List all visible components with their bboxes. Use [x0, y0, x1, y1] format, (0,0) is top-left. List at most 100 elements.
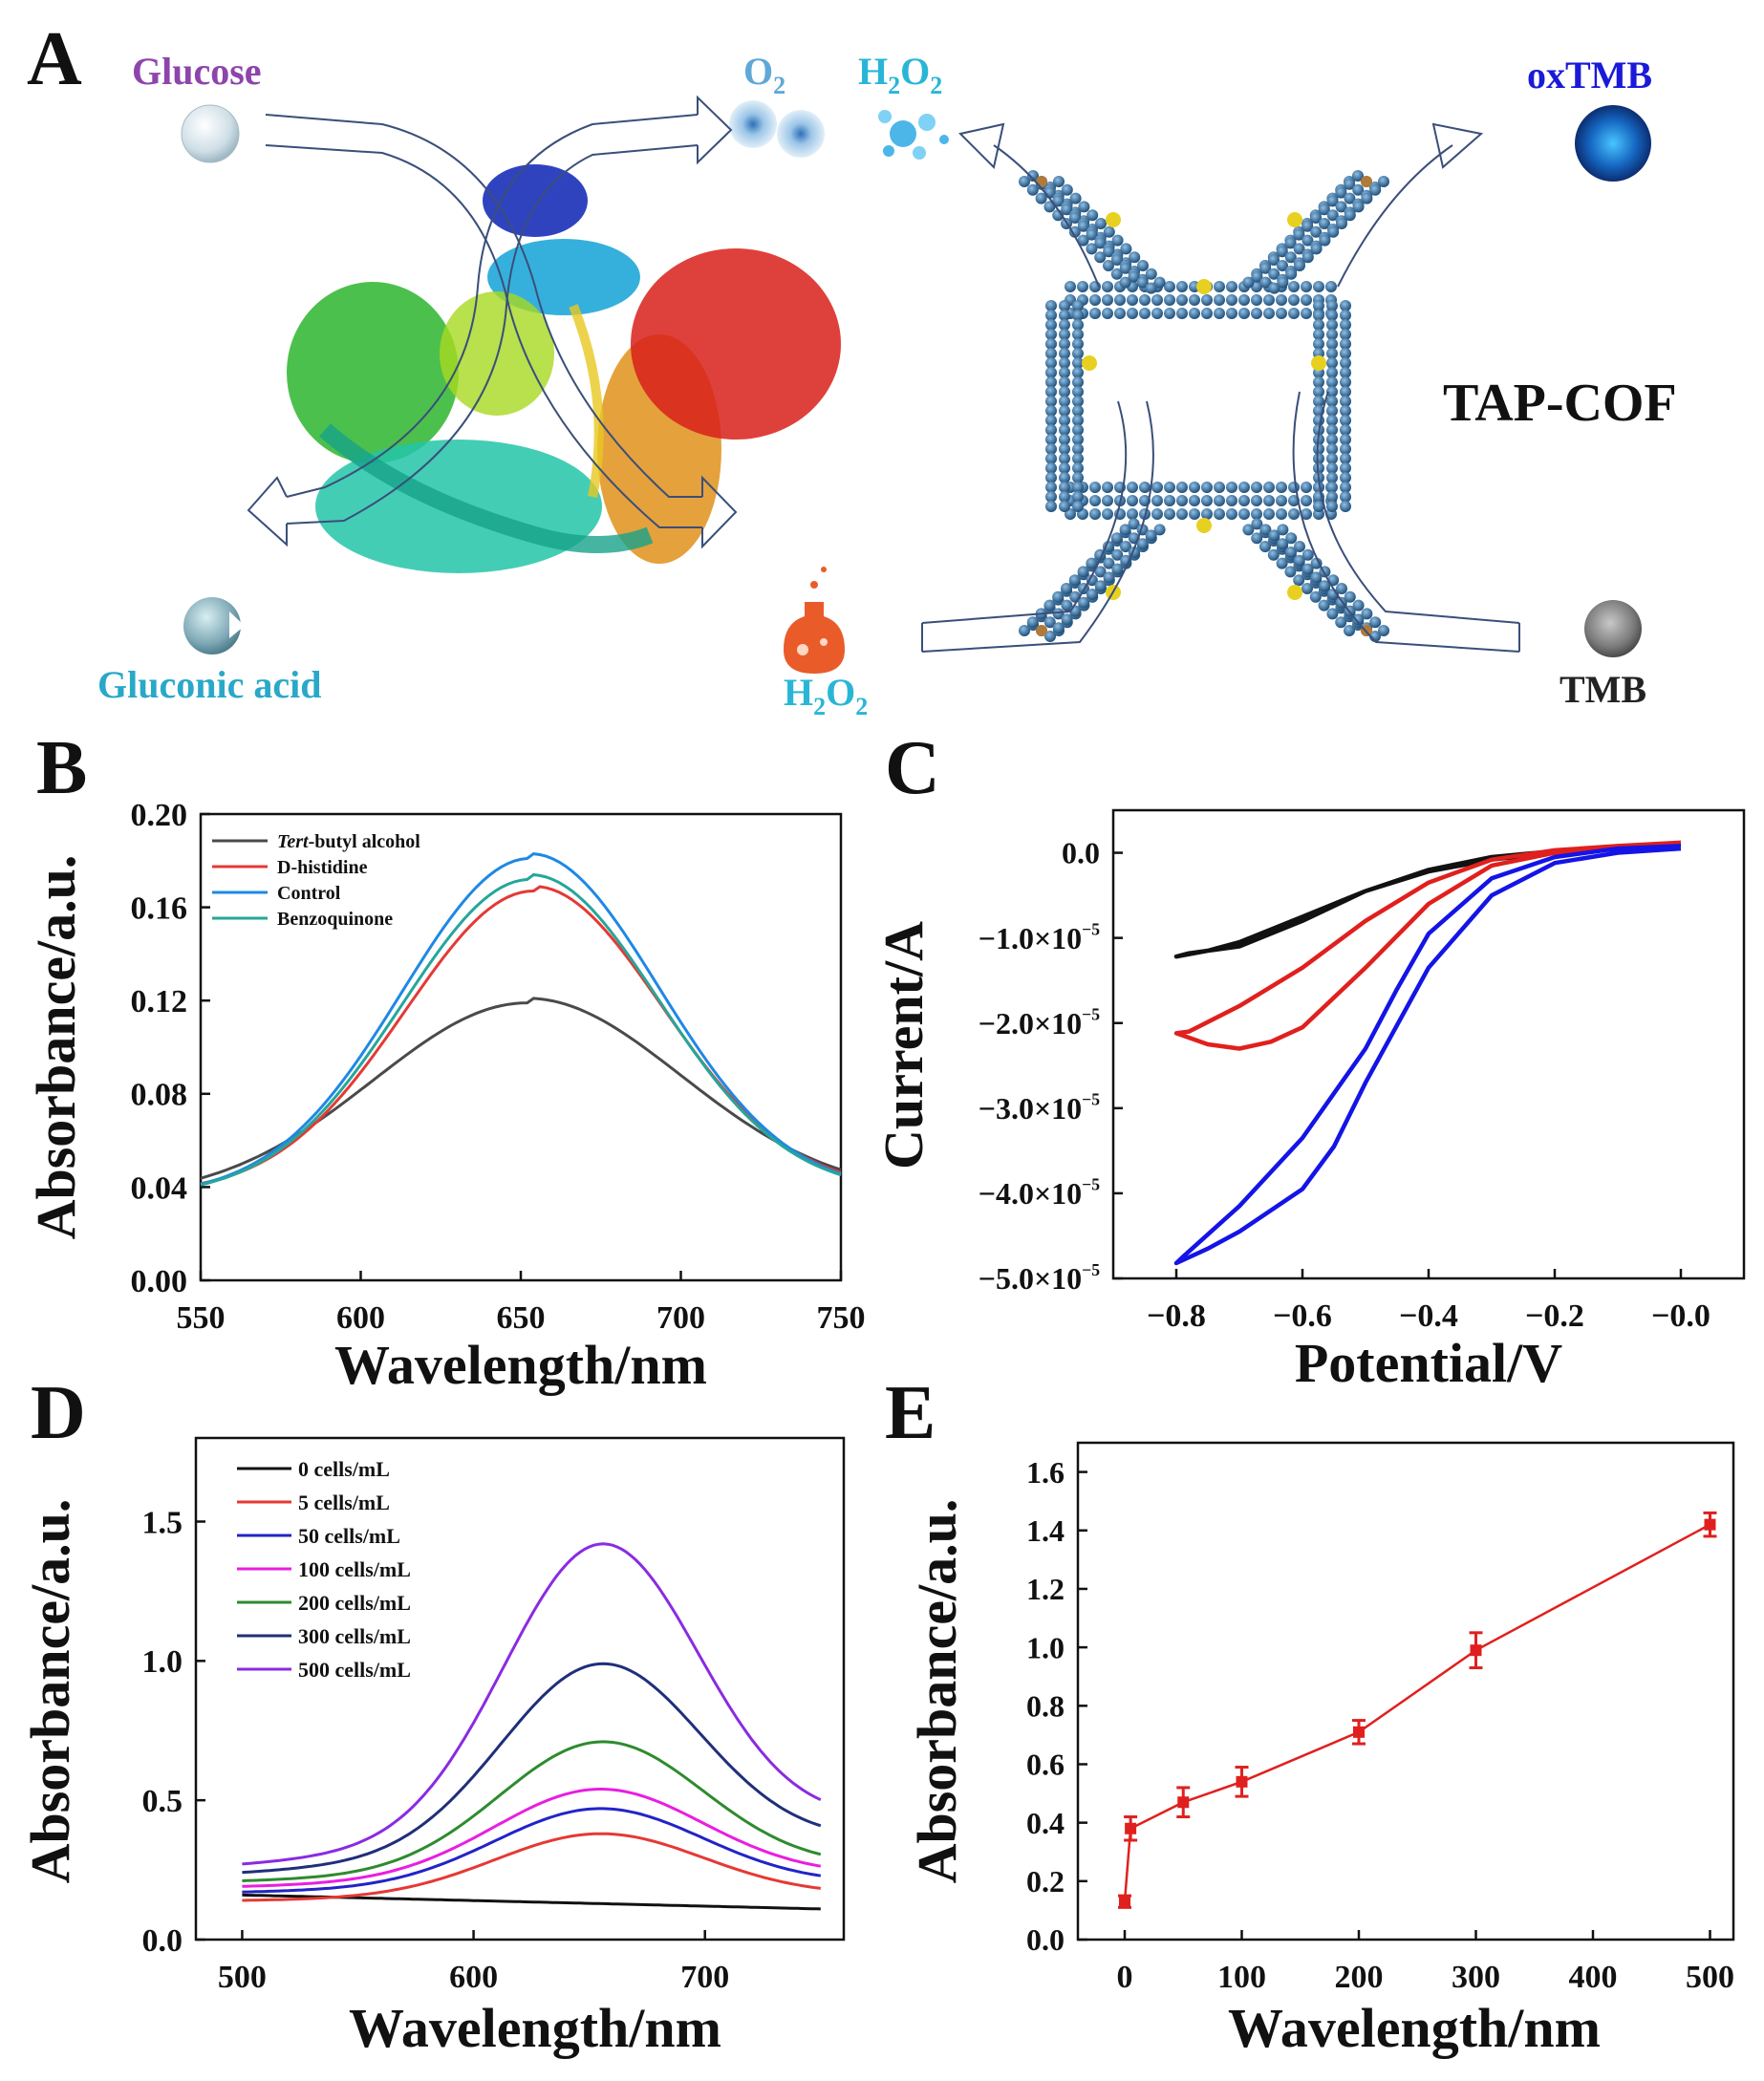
oxtmb-sphere-icon [1575, 105, 1651, 182]
cof-node [1086, 574, 1098, 587]
cof-node [1369, 616, 1382, 629]
cof-node [1145, 282, 1157, 294]
cof-node [1086, 589, 1098, 600]
cof-node [1111, 234, 1124, 247]
cof-accent-node [1082, 355, 1097, 371]
cof-node [1313, 338, 1324, 350]
cof-node [1276, 294, 1287, 306]
cof-node [1103, 557, 1115, 569]
glucose-sphere-icon [181, 104, 240, 163]
cof-node [1310, 212, 1322, 224]
cof-node [1293, 554, 1305, 567]
cof-node [1326, 405, 1338, 417]
panel-b-ytick-label: 0.00 [131, 1264, 188, 1299]
cof-node [1214, 281, 1225, 292]
cof-node [1226, 281, 1237, 292]
cof-node [1301, 495, 1312, 506]
panel-b-legend-label: Control [277, 883, 341, 904]
panel-e-data-point [1353, 1726, 1365, 1738]
cof-node [1102, 281, 1113, 292]
h2o2-top-label: H2O2 [858, 50, 942, 99]
cof-accent-node [1196, 279, 1212, 294]
cof-node [1326, 338, 1338, 350]
cof-node [1059, 376, 1070, 388]
panel-b: B 550 600 650 700 750 0.00 0.04 0.08 0.12 0.16 0.2… [25, 726, 866, 1396]
panel-c-ytick-label: −3.0×10−5 [979, 1090, 1100, 1126]
panel-c-xtick-label: −0.6 [1273, 1298, 1332, 1334]
cof-node [1313, 300, 1324, 311]
cof-node [1301, 308, 1312, 319]
cof-node [1094, 237, 1107, 249]
panel-c-xtick-label: −0.8 [1147, 1298, 1206, 1334]
panel-c-ytick-label: 0.0 [1062, 836, 1100, 870]
panel-c-ylabel: Current/A [872, 921, 935, 1169]
cof-node [1214, 495, 1225, 506]
cof-node [1310, 243, 1323, 255]
cof-node [1340, 453, 1351, 464]
cof-node [1201, 508, 1213, 520]
cof-node [1127, 482, 1138, 493]
panel-d-legend: 0 cells/mL 5 cells/mL 50 cells/mL 100 cells… [237, 1457, 411, 1682]
cof-node [1340, 472, 1351, 483]
cof-node [1061, 599, 1073, 611]
panel-b-legend: Tert-butyl alcohol D-histidine Control Benz… [212, 831, 420, 930]
cof-node [1340, 424, 1351, 436]
cof-node [1059, 348, 1070, 359]
cof-node [1151, 294, 1163, 306]
cof-node [1176, 308, 1188, 319]
cof-node [1072, 338, 1084, 350]
cof-node [1276, 482, 1287, 493]
cof-node [1340, 491, 1351, 503]
cof-node [1139, 308, 1151, 319]
panel-e: E 0 100 200 300 400 500 0.0 0.2 0.4 0.6 0.8 1.0 1.2 1… [885, 1371, 1735, 2059]
cof-node [1326, 608, 1339, 620]
panel-c-xlabel: Potential/V [1295, 1332, 1562, 1394]
cof-node [1277, 538, 1289, 550]
cof-node [1077, 566, 1089, 578]
cof-node [1319, 234, 1331, 247]
cof-node [1326, 386, 1338, 397]
cof-node [1151, 508, 1163, 520]
panel-e-data-point [1177, 1796, 1190, 1809]
cof-node [1226, 308, 1237, 319]
cof-node [1089, 482, 1101, 493]
cof-node [1285, 268, 1298, 280]
cof-node [1045, 482, 1057, 493]
cof-node [1340, 357, 1351, 369]
cof-node [1045, 491, 1057, 503]
cof-node [1313, 396, 1324, 407]
cof-node [1072, 319, 1084, 331]
cof-node [1072, 462, 1084, 474]
cof-node [1326, 329, 1338, 340]
cof-node [1045, 329, 1057, 340]
cof-node [1263, 508, 1275, 520]
panel-d-legend-label: 300 cells/mL [298, 1624, 411, 1648]
cof-node [1335, 186, 1347, 199]
panel-a-letter: A [27, 17, 82, 101]
cof-node [1045, 405, 1057, 417]
panel-d-legend-label: 50 cells/mL [298, 1524, 400, 1548]
panel-d-ytick-label: 0.5 [142, 1784, 183, 1819]
panel-e-ytick-label: 1.4 [1026, 1513, 1065, 1548]
panel-b-ylabel: Absorbance/a.u. [25, 855, 87, 1240]
cof-node [1072, 415, 1084, 426]
panel-c: C −0.8 −0.6 −0.4 −0.2 −0.0 0.0 −1.0×10−5 −2.0×1… [872, 726, 1746, 1394]
cof-node [1340, 348, 1351, 359]
cof-node [1059, 329, 1070, 340]
cof-node [1045, 424, 1057, 436]
gluconic-acid-sphere-icon [183, 597, 245, 654]
cof-node [1061, 183, 1073, 196]
cof-node [1326, 195, 1339, 207]
cof-node [1238, 308, 1250, 319]
cof-node [1301, 251, 1314, 264]
panel-d-series-line [242, 1788, 822, 1888]
gluconic-acid-label: Gluconic acid [97, 663, 321, 706]
cof-node [1137, 260, 1149, 271]
h2o2-bottom-label: H2O2 [784, 671, 868, 720]
cof-accent-node [1106, 212, 1121, 227]
cof-node [1238, 482, 1250, 493]
cof-node [1318, 599, 1330, 611]
cof-node [1344, 625, 1355, 636]
panel-b-series-line [200, 885, 842, 1186]
panel-e-ytick-label: 0.2 [1026, 1864, 1065, 1899]
